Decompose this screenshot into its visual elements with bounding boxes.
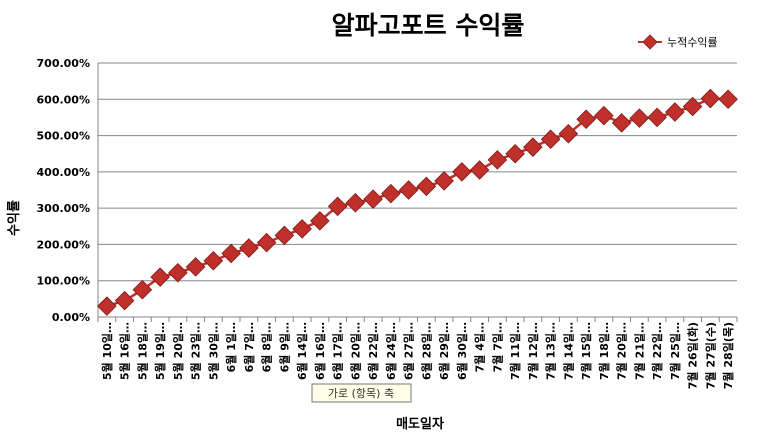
data-point [274,225,295,246]
data-point [221,243,241,264]
data-point [718,89,738,110]
x-tick-labels: 5월 10일… 5월 16일… 5월 18일… 5월 19일… 5월 20일… 5월 23… [100,322,735,389]
x-tick-label: 6월 28일… [419,322,433,380]
x-tick-label: 7월 26일(화) [686,322,700,389]
x-tick-label: 7월 14일… [561,322,575,380]
data-point [540,129,561,149]
x-tick-label: 6월 24일… [384,322,398,380]
data-point [682,96,703,117]
y-axis-title: 수익률 [6,200,22,236]
y-tick-label: 700.00% [37,57,90,70]
x-tick-label: 6월 14일… [295,322,309,380]
y-tick-label: 400.00% [37,166,90,179]
data-point [363,189,383,209]
data-point [327,196,348,217]
data-point [452,162,472,182]
x-tick-label: 7월 21일… [632,322,646,380]
x-tick-label: 7월 22일… [650,322,664,380]
x-tick-label: 7월 20일… [615,322,629,380]
data-point [647,107,667,128]
y-tick-label: 100.00% [37,275,90,288]
data-point [114,290,135,311]
y-tick-label: 0.00% [52,311,90,324]
x-tick-label: 7월 28일(목) [721,322,735,389]
data-point [523,137,543,157]
y-tick-label: 500.00% [37,130,90,143]
x-tick-label: 7월 13일… [544,322,558,380]
x-tick-label: 7월 4일… [473,322,487,372]
x-tick-label: 6월 8일… [260,322,274,372]
data-point [558,123,579,144]
series-line [97,88,738,316]
x-tick-label: 7월 12일… [526,322,540,380]
x-tick-label: 7월 15일… [579,322,593,380]
data-point [611,113,632,133]
data-point [185,257,206,277]
x-tick-label: 6월 29일… [437,322,451,380]
data-point [505,143,525,164]
data-point [398,180,419,200]
x-tick-label: 5월 10일… [100,322,114,380]
tooltip-text: 가로 (항목) 축 [328,387,394,400]
x-tick-label: 5월 16일… [118,322,132,380]
data-point [629,108,650,128]
x-tick-label: 6월 17일… [331,322,345,380]
data-point [469,160,490,180]
x-tick-label: 6월 22일… [366,322,380,380]
data-point [416,176,437,197]
data-point [168,262,188,283]
x-tick-label: 7월 11일… [508,322,522,380]
axis-tooltip: 가로 (항목) 축 [311,383,412,403]
x-axis [97,63,738,322]
data-point [132,280,153,300]
gridlines [98,62,737,318]
data-point [381,183,401,204]
data-point [239,238,259,258]
x-tick-label: 6월 7일… [242,322,256,372]
x-tick-label: 7월 25일… [668,322,682,380]
chart-title: 알파고포트 수익률 [332,11,525,40]
x-tick-label: 6월 9일… [277,322,291,372]
data-point [345,192,366,213]
x-tick-label: 7월 18일… [597,322,611,380]
data-point [97,296,117,316]
x-tick-label: 5월 20일… [171,322,185,380]
x-axis-title: 매도일자 [396,417,444,432]
x-tick-label: 7월 7일… [490,322,504,372]
y-tick-label: 300.00% [37,202,90,215]
data-point [576,109,596,130]
series-line-path [106,97,729,308]
legend-marker [642,34,658,50]
x-tick-label: 7월 27일(수) [703,322,717,389]
data-point [310,211,330,231]
x-tick-label: 6월 16일… [313,322,327,380]
data-point [434,171,454,191]
data-point [292,219,312,239]
tooltip-box [311,383,412,403]
y-tick-labels: 0.00% 100.00% 200.00% 300.00% 400.00% 500.00%… [37,57,90,324]
x-tick-label: 6월 30일… [455,322,469,380]
data-point [256,232,277,253]
x-tick-label: 5월 23일… [189,322,203,380]
data-point [700,88,721,109]
data-point [594,105,614,126]
x-tick-label: 6월 27일… [402,322,416,380]
data-point [203,250,224,271]
data-point [487,150,508,170]
data-point [665,102,685,122]
y-tick-label: 200.00% [37,238,90,251]
data-point [150,267,170,287]
x-tick-label: 6월 20일… [348,322,362,380]
x-tick-label: 5월 30일… [206,322,220,380]
y-tick-label: 600.00% [37,93,90,106]
legend-entry: 누적수익률 [667,36,718,49]
legend: 누적수익률 [638,34,718,50]
x-tick-label: 5월 19일… [153,322,167,380]
x-tick-label: 6월 1일… [224,322,238,372]
x-tick-label: 5월 18일… [135,322,149,380]
